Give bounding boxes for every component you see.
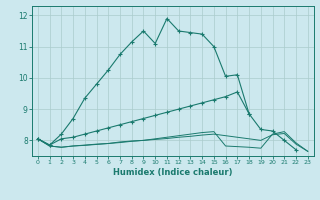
X-axis label: Humidex (Indice chaleur): Humidex (Indice chaleur) xyxy=(113,168,233,177)
